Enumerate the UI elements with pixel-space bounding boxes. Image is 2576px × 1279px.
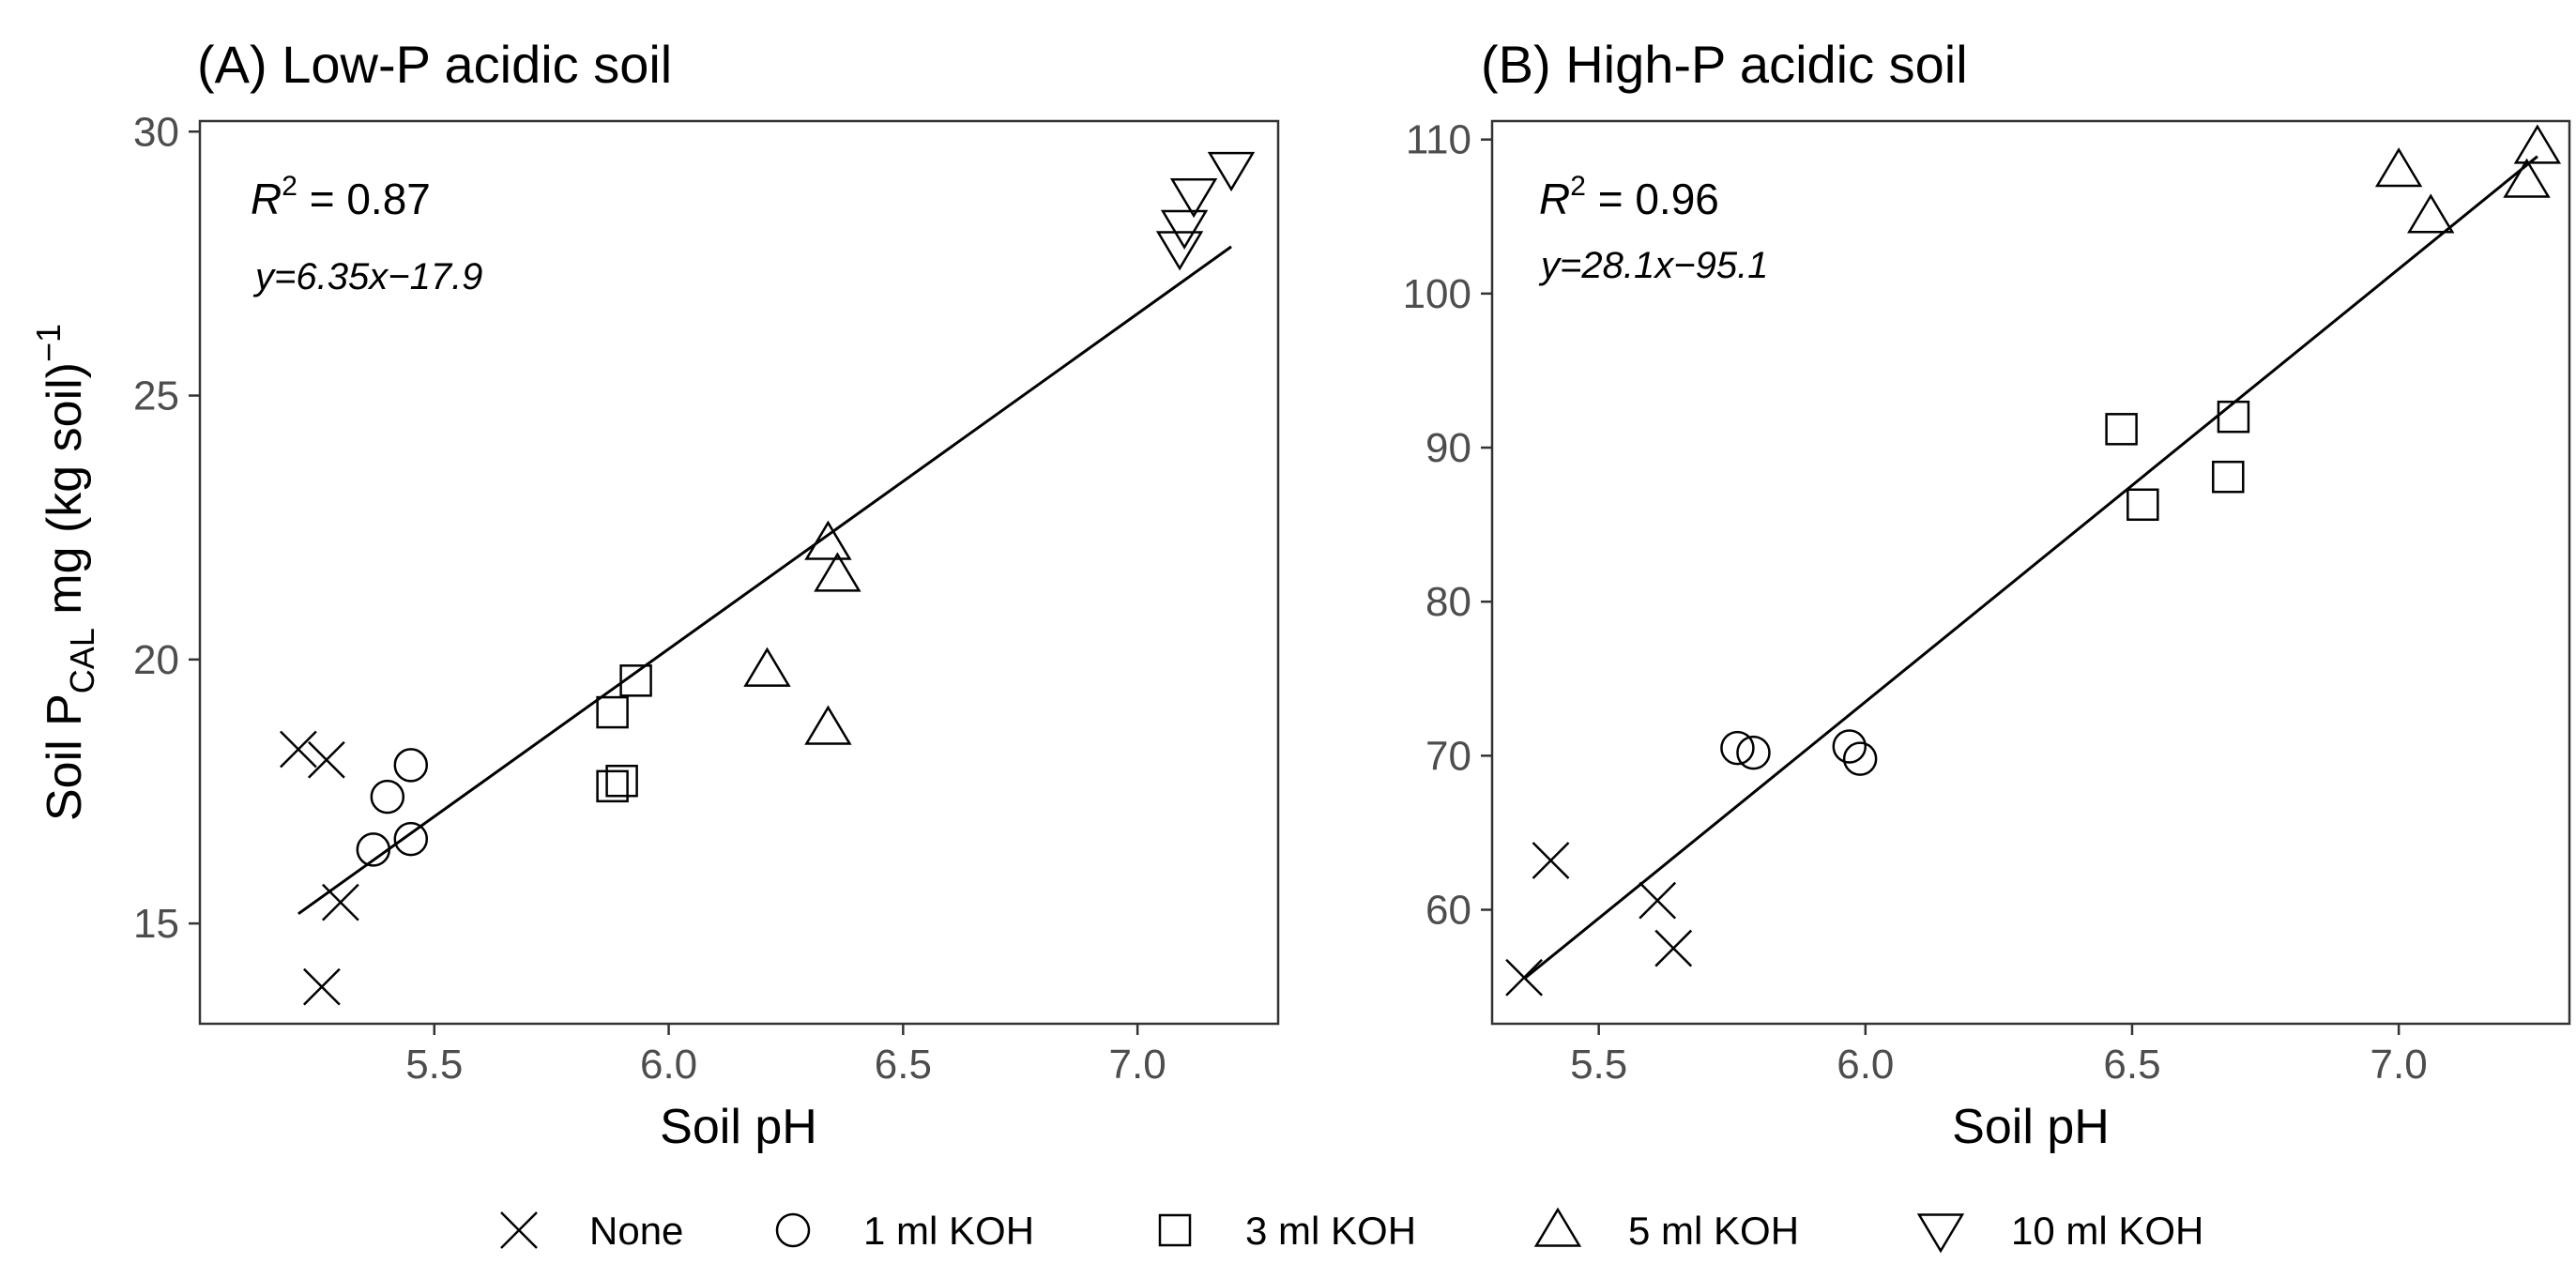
panel-b-point-cross bbox=[1639, 881, 1677, 920]
panel-a-point-cross bbox=[321, 883, 359, 921]
panel-b-point-circle bbox=[1720, 730, 1755, 766]
panel-a-y-tick-label: 15 bbox=[133, 901, 179, 947]
panel-a-fit-equation: y=6.35x−17.9 bbox=[252, 256, 482, 297]
panel-a-point-triangle-down bbox=[1155, 231, 1204, 271]
legend-cross-icon bbox=[500, 1211, 538, 1249]
panel-b-point-triangle-up bbox=[2513, 124, 2562, 164]
panel-b-point-square bbox=[2126, 488, 2159, 522]
panel-b-point-cross bbox=[1654, 929, 1693, 967]
panel-a-regression-line bbox=[297, 245, 1232, 916]
panel-b-y-tick-label: 80 bbox=[1425, 579, 1471, 625]
legend-label-4: 10 ml KOH bbox=[2011, 1209, 2203, 1253]
legend-triangle-down-icon bbox=[1916, 1213, 1965, 1254]
panel-a-plot-frame bbox=[198, 119, 1280, 1026]
panel-a-point-circle bbox=[356, 832, 391, 867]
panel-b-point-circle bbox=[1736, 735, 1771, 770]
panel-a-point-circle bbox=[370, 779, 405, 815]
panel-b-point-cross bbox=[1505, 958, 1543, 997]
y-axis-title-subscript: CAL bbox=[63, 628, 101, 693]
panel-b-x-tick-label: 6.0 bbox=[1837, 1042, 1894, 1088]
panel-b-y-tick-label: 60 bbox=[1425, 888, 1471, 934]
panel-a-point-square bbox=[596, 769, 629, 803]
panel-a-point-triangle-up bbox=[743, 647, 791, 687]
panel-a-point-triangle-up bbox=[814, 552, 861, 592]
panel-b-r2-superscript: 2 bbox=[1570, 171, 1586, 202]
panel-a-y-tick-label: 20 bbox=[133, 637, 179, 683]
panel-b-x-tick-label: 5.5 bbox=[1570, 1042, 1627, 1088]
panel-a-x-axis-title: Soil pH bbox=[660, 1100, 817, 1154]
panel-a-y-tick-label: 25 bbox=[133, 373, 179, 419]
panel-b-title: (B) High-P acidic soil bbox=[1481, 35, 1968, 94]
panel-b-plot-frame bbox=[1490, 119, 2571, 1026]
panel-a-x-tick-label: 7.0 bbox=[1109, 1042, 1166, 1088]
panel-b-y-tick-label: 70 bbox=[1425, 733, 1471, 779]
panel-b-data-points bbox=[1505, 124, 2562, 997]
panel-b-axis-ticks: 5.5 6.0 6.5 7.0 60 70 80 90 100 110 bbox=[1403, 117, 2428, 1088]
panel-a-r2-annotation: R2 = 0.87 bbox=[251, 171, 431, 223]
panel-a-point-cross bbox=[303, 967, 341, 1006]
panel-b-point-square bbox=[2105, 413, 2138, 446]
panel-b-point-circle bbox=[1842, 741, 1878, 776]
panel-a-y-tick-label: 30 bbox=[133, 109, 179, 155]
panel-a-point-square bbox=[605, 764, 638, 798]
panel-b-point-square bbox=[2217, 400, 2250, 434]
legend-label-2: 3 ml KOH bbox=[1245, 1209, 1416, 1253]
panel-a-point-triangle-down bbox=[1207, 151, 1256, 192]
panel-a-point-cross bbox=[280, 730, 317, 769]
panel-a: (A) Low-P acidic soil R2 = 0.87 y=6.35x−… bbox=[133, 35, 1280, 1154]
legend-label-0: None bbox=[589, 1209, 683, 1253]
panel-a-fit bbox=[297, 245, 1232, 916]
panel-b-x-tick-label: 7.0 bbox=[2370, 1042, 2428, 1088]
panel-a-data-points bbox=[280, 151, 1256, 1006]
panel-b-x-axis-title: Soil pH bbox=[1952, 1100, 2110, 1154]
panel-b-point-square bbox=[2212, 460, 2245, 494]
legend-label-3: 5 ml KOH bbox=[1628, 1209, 1799, 1253]
panel-a-x-tick-label: 5.5 bbox=[405, 1042, 463, 1088]
y-axis-title-superscript: −1 bbox=[29, 324, 68, 362]
panel-a-title: (A) Low-P acidic soil bbox=[197, 35, 672, 94]
panel-b-r2-label: R bbox=[1539, 175, 1570, 223]
panel-a-point-triangle-up bbox=[804, 520, 852, 560]
panel-a-x-tick-label: 6.5 bbox=[875, 1042, 932, 1088]
panel-b-r2-value: = 0.96 bbox=[1586, 175, 1719, 223]
y-axis-title: Soil PCAL mg (kg soil)−1 bbox=[29, 324, 101, 821]
panel-b-fit bbox=[1523, 155, 2538, 981]
panel-a-point-square bbox=[619, 664, 652, 697]
y-axis-title-rest: mg (kg soil) bbox=[38, 362, 92, 628]
panel-b-y-tick-label: 100 bbox=[1403, 271, 1471, 317]
panel-b-point-circle bbox=[1832, 729, 1867, 764]
panel-b-fit-equation: y=28.1x−95.1 bbox=[1538, 245, 1768, 286]
legend-label-1: 1 ml KOH bbox=[863, 1209, 1034, 1253]
panel-a-r2-superscript: 2 bbox=[282, 171, 297, 202]
panel-b: (B) High-P acidic soil R2 = 0.96 y=28.1x… bbox=[1403, 35, 2571, 1154]
panel-a-point-cross bbox=[307, 740, 345, 779]
legend-square-icon bbox=[1158, 1213, 1192, 1247]
legend-circle-icon bbox=[775, 1212, 811, 1248]
legend-triangle-up-icon bbox=[1533, 1207, 1582, 1247]
panel-a-point-triangle-down bbox=[1160, 209, 1209, 250]
panel-a-point-triangle-up bbox=[804, 705, 852, 745]
panel-b-y-tick-label: 90 bbox=[1425, 425, 1471, 471]
panel-b-y-tick-label: 110 bbox=[1406, 117, 1471, 163]
panel-a-r2-value: = 0.87 bbox=[297, 175, 431, 223]
panel-b-x-tick-label: 6.5 bbox=[2103, 1042, 2160, 1088]
panel-b-point-cross bbox=[1532, 842, 1570, 879]
panel-a-point-triangle-down bbox=[1169, 178, 1218, 219]
panel-a-r2-label: R bbox=[251, 175, 282, 223]
legend: None 1 ml KOH 3 ml KOH 5 ml KOH 10 ml KOH bbox=[500, 1207, 2203, 1254]
panel-a-axis-ticks: 5.5 6.0 6.5 7.0 15 20 25 30 bbox=[133, 109, 1166, 1088]
panel-b-point-triangle-up bbox=[2503, 158, 2551, 198]
panel-b-point-triangle-up bbox=[2407, 193, 2455, 234]
panel-a-x-tick-label: 6.0 bbox=[640, 1042, 697, 1088]
panel-a-point-circle bbox=[393, 748, 429, 783]
y-axis-title-main: Soil P bbox=[38, 693, 92, 821]
panel-a-point-square bbox=[596, 695, 629, 729]
panel-b-r2-annotation: R2 = 0.96 bbox=[1539, 171, 1719, 223]
panel-b-regression-line bbox=[1523, 155, 2538, 981]
panel-b-point-triangle-up bbox=[2374, 147, 2423, 188]
panel-a-point-circle bbox=[393, 821, 429, 857]
